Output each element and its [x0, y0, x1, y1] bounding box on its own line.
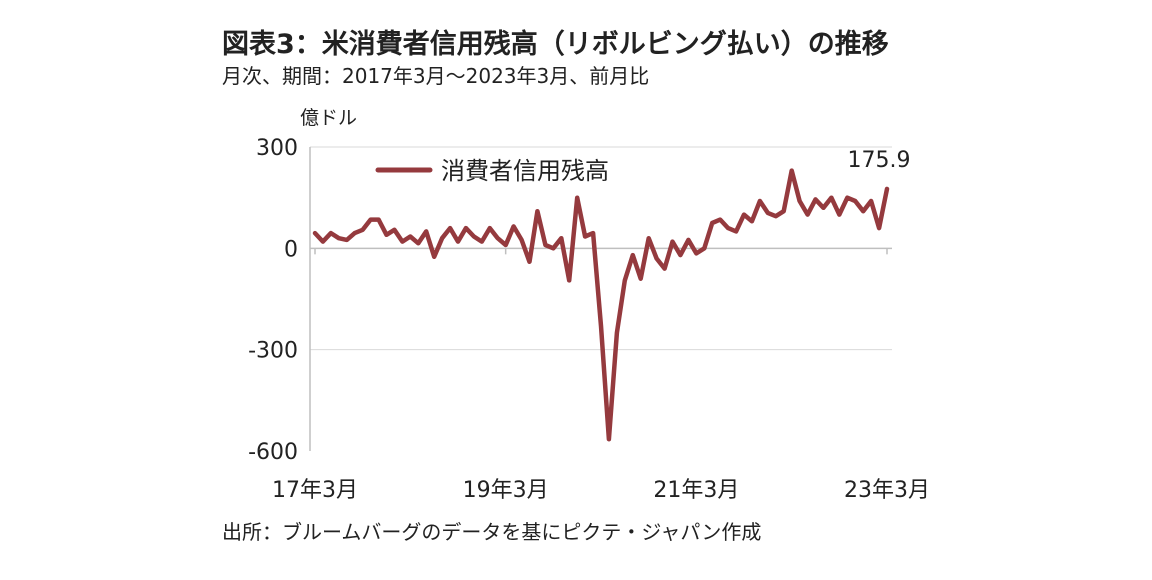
x-tick-label: 21年3月 — [653, 478, 739, 503]
x-tick-label: 19年3月 — [463, 478, 549, 503]
y-tick-label: 300 — [256, 136, 298, 161]
y-tick-label: 0 — [284, 237, 298, 262]
axes — [309, 147, 892, 451]
y-tick-label: -300 — [248, 339, 298, 364]
tick-labels: 300 0 -300 -600 17年3月 19年3月 21年3月 23年3月 — [248, 136, 930, 503]
y-tick-label: -600 — [248, 440, 298, 465]
annotations: 175.9 — [848, 148, 911, 173]
legend-label: 消費者信用残高 — [441, 157, 609, 185]
page-title: 図表3：米消費者信用残高（リボルビング払い）の推移 — [222, 29, 889, 60]
y-axis-unit-label: 億ドル — [300, 107, 357, 129]
series-line — [312, 168, 890, 442]
page-subtitle: 月次、期間：2017年3月～2023年3月、前月比 — [222, 64, 650, 88]
legend: 消費者信用残高 — [375, 157, 609, 185]
x-tick-label: 17年3月 — [272, 478, 358, 503]
data-label: 175.9 — [848, 148, 911, 173]
x-tick-label: 23年3月 — [844, 478, 930, 503]
series-layer — [312, 168, 890, 442]
source-note: 出所：ブルームバーグのデータを基にピクテ・ジャパン作成 — [222, 520, 762, 544]
